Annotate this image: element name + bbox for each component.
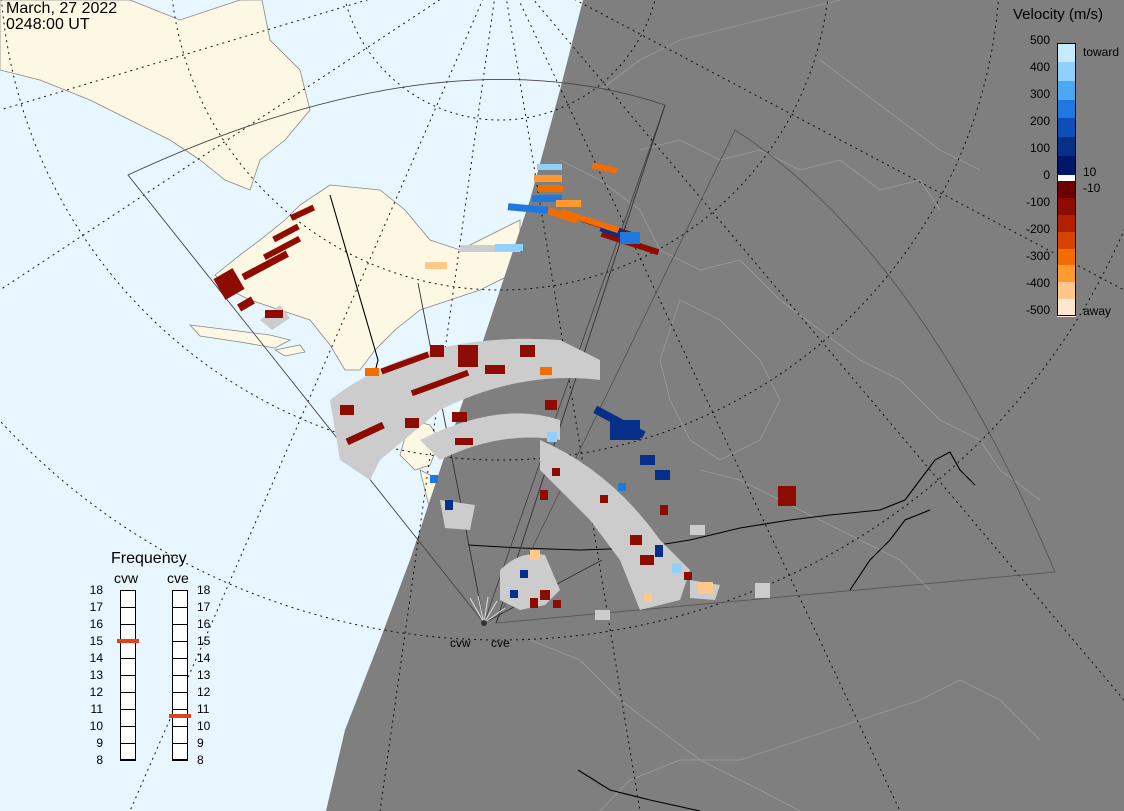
away-color-step (1057, 282, 1076, 300)
frequency-gridline (172, 641, 188, 642)
velocity-tick-label: 400 (1029, 60, 1050, 74)
away-color-step (1057, 265, 1076, 283)
velocity-tick-label: -200 (1025, 222, 1050, 236)
velocity-tick-label: -500 (1025, 303, 1050, 317)
toward-label: toward (1083, 45, 1120, 59)
frequency-radar-cve: cve (167, 570, 189, 586)
velocity-tick-label: -300 (1025, 249, 1050, 263)
frequency-tick-label: 16 (89, 617, 103, 631)
sunlit-land (0, 0, 521, 541)
toward-color-step (1057, 156, 1076, 176)
frequency-gridline (120, 709, 136, 710)
frequency-tick-label: 14 (89, 651, 103, 665)
frequency-tick-label: 9 (96, 736, 103, 750)
frequency-gridline (172, 743, 188, 744)
frequency-tick-label: 8 (197, 753, 204, 767)
frequency-gridline (120, 692, 136, 693)
night-coastlines (529, 0, 1041, 811)
toward-color-step (1057, 43, 1076, 63)
frequency-gridline (172, 709, 188, 710)
away-color-step (1057, 214, 1076, 233)
toward-color-step (1057, 118, 1076, 138)
frequency-tick-label: 13 (89, 668, 103, 682)
frequency-gridline (172, 675, 188, 676)
frequency-marker-cvw (117, 639, 139, 643)
velocity-tick-label: 300 (1029, 87, 1050, 101)
frequency-gridline (120, 658, 136, 659)
frequency-tick-label: 18 (197, 583, 211, 597)
zero-band (1057, 175, 1076, 181)
frequency-gridline (172, 760, 188, 761)
toward-color-step (1057, 137, 1076, 157)
frequency-marker-cve (169, 713, 191, 718)
away-color-step (1057, 181, 1076, 199)
frequency-gridline (172, 726, 188, 727)
frequency-gridline (120, 743, 136, 744)
frequency-gridline (172, 590, 188, 591)
velocity-tick-label: 0 (1043, 168, 1050, 182)
site-label-cve: cve (491, 636, 510, 650)
frequency-gridline (172, 658, 188, 659)
frequency-tick-label: 17 (197, 600, 211, 614)
frequency-gridline (120, 675, 136, 676)
frequency-tick-label: 15 (197, 634, 211, 648)
frequency-tick-label: 10 (197, 719, 211, 733)
frequency-gridline (172, 607, 188, 608)
frequency-tick-label: 8 (96, 753, 103, 767)
away-label: away (1083, 304, 1112, 318)
velocity-tick-label: -100 (1025, 195, 1050, 209)
velocity-tick-label: -10 (1083, 181, 1101, 195)
velocity-tick-label: 500 (1029, 33, 1050, 47)
toward-color-step (1057, 80, 1076, 101)
frequency-tick-label: 11 (197, 702, 210, 716)
frequency-gridline (120, 607, 136, 608)
frequency-tick-label: 12 (89, 685, 103, 699)
frequency-gridline (120, 726, 136, 727)
velocity-cells (213, 162, 796, 608)
frequency-tick-label: 14 (197, 651, 211, 665)
away-color-step (1057, 231, 1076, 249)
toward-color-step (1057, 61, 1076, 82)
frequency-radar-cvw: cvw (114, 570, 139, 586)
frequency-gridline (172, 692, 188, 693)
site-label-cvw: cvw (450, 636, 471, 650)
frequency-tick-label: 17 (89, 600, 103, 614)
map-date: March, 27 2022 (6, 0, 118, 17)
frequency-tick-label: 13 (197, 668, 211, 682)
frequency-gridline (120, 590, 136, 591)
away-color-step (1057, 248, 1076, 266)
map-time: 0248:00 UT (6, 16, 90, 33)
velocity-tick-label: -400 (1025, 276, 1050, 290)
toward-color-step (1057, 99, 1076, 119)
away-color-step (1057, 299, 1076, 317)
frequency-tick-label: 16 (197, 617, 211, 631)
frequency-tick-label: 12 (197, 685, 211, 699)
frequency-tick-label: 18 (89, 583, 103, 597)
velocity-tick-label: 100 (1029, 141, 1050, 155)
away-color-step (1057, 197, 1076, 216)
frequency-tick-label: 10 (89, 719, 103, 733)
frequency-gridline (120, 760, 136, 761)
color-bar-frame (1057, 43, 1076, 316)
frequency-tick-label: 11 (90, 702, 103, 716)
frequency-gridline (172, 624, 188, 625)
frequency-tick-label: 9 (197, 736, 204, 750)
velocity-tick-label: 200 (1029, 114, 1050, 128)
velocity-scale-title: Velocity (m/s) (1013, 6, 1104, 23)
frequency-title: Frequency (111, 550, 187, 567)
velocity-tick-label: 10 (1083, 165, 1097, 179)
radar-sites (469, 595, 506, 626)
frequency-gridline (120, 624, 136, 625)
frequency-tick-label: 15 (89, 634, 103, 648)
